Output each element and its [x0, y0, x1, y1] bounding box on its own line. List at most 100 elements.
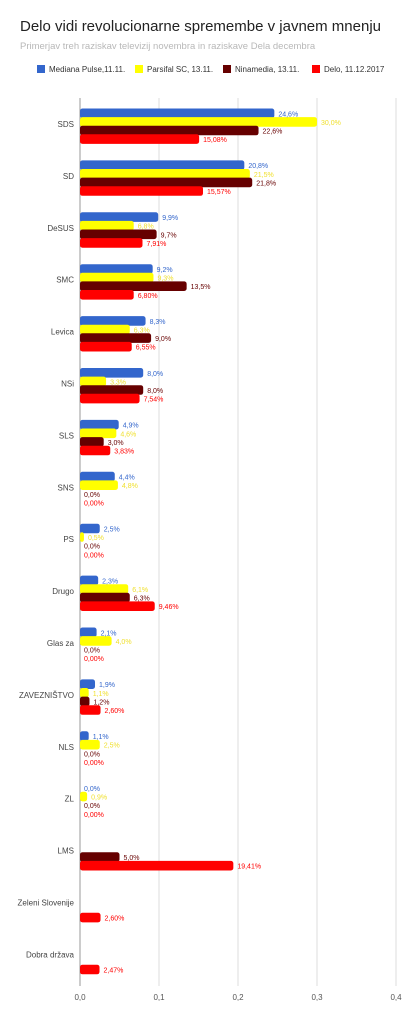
- bar-nsi-1[interactable]: [80, 376, 107, 387]
- bar-drugo-0[interactable]: [80, 575, 99, 586]
- bar-sls-3[interactable]: [80, 445, 111, 456]
- legend-label-delo: Delo, 11.12.2017: [324, 65, 385, 74]
- bar-nls-0[interactable]: [80, 731, 89, 741]
- bar-smc-3[interactable]: [80, 290, 134, 300]
- category-label-levica: Levica: [51, 328, 75, 337]
- bar-zl-1[interactable]: [80, 791, 88, 802]
- data-label-sns-2: 0,0%: [84, 492, 100, 499]
- data-label-drugo-1: 6,1%: [132, 587, 148, 594]
- data-label-nsi-3: 7,54%: [144, 397, 164, 404]
- bar-nsi-3[interactable]: [80, 393, 140, 404]
- bar-levica-3[interactable]: [80, 341, 132, 352]
- category-labels: SDS SD DeSUS SMC Levica NSi SLS SNS PS Drugo Glas …: [18, 120, 75, 959]
- bar-desus-1[interactable]: [80, 220, 134, 231]
- bar-levica-0[interactable]: [80, 316, 146, 326]
- data-label-lms-2: 5,0%: [124, 855, 140, 862]
- bar-sd-0[interactable]: [80, 160, 245, 170]
- data-label-sns-3: 0,00%: [84, 500, 104, 507]
- data-label-sns-1: 4,8%: [122, 483, 138, 490]
- bar-desus-2[interactable]: [80, 229, 157, 240]
- data-label-drugo-0: 2,3%: [102, 578, 118, 585]
- category-label-dobra-drzava: Dobra država: [26, 950, 75, 959]
- category-label-ps: PS: [63, 535, 74, 544]
- category-label-lms: LMS: [58, 847, 74, 856]
- bar-dobra-drzava-3[interactable]: [80, 964, 100, 975]
- bar-sds-0[interactable]: [80, 108, 275, 119]
- data-label-ps-1: 0,5%: [88, 535, 104, 542]
- data-label-nls-0: 1,1%: [93, 734, 109, 741]
- bar-lms-2[interactable]: [80, 852, 120, 862]
- data-label-sls-2: 3,0%: [108, 440, 124, 447]
- bar-zaveznistvo-0[interactable]: [80, 679, 96, 689]
- data-label-zl-2: 0,0%: [84, 803, 100, 810]
- data-label-desus-3: 7,91%: [146, 241, 166, 248]
- bar-smc-1[interactable]: [80, 272, 154, 283]
- bar-sns-1[interactable]: [80, 480, 118, 490]
- bar-zaveznistvo-2[interactable]: [80, 696, 90, 707]
- data-label-zaveznistvo-2: 1,2%: [93, 699, 109, 706]
- data-label-levica-3: 6,55%: [136, 345, 156, 352]
- bar-smc-2[interactable]: [80, 281, 187, 291]
- bar-sns-0[interactable]: [80, 471, 115, 482]
- bar-glas-za-1[interactable]: [80, 636, 112, 646]
- category-label-smc: SMC: [56, 276, 74, 285]
- x-tick-label: 0,0: [74, 993, 86, 1002]
- legend-item-mediana[interactable]: Mediana Pulse,11.11.: [37, 64, 125, 76]
- chart-subtitle: Primerjav treh raziskav televizij novemb…: [20, 41, 316, 52]
- data-label-drugo-3: 9,46%: [159, 604, 179, 611]
- legend-label-parsifal: Parsifal SC, 13.11.: [147, 65, 214, 74]
- legend-swatch-parsifal: [135, 65, 143, 73]
- bar-zeleni-slovenije-3[interactable]: [80, 912, 101, 923]
- bar-drugo-2[interactable]: [80, 592, 130, 603]
- data-label-ps-0: 2,5%: [104, 527, 120, 534]
- data-label-desus-1: 6,8%: [138, 224, 154, 231]
- bar-sls-0[interactable]: [80, 419, 119, 430]
- bar-nsi-2[interactable]: [80, 385, 144, 395]
- category-label-zeleni-slovenije: Zeleni Slovenije: [18, 899, 75, 908]
- category-label-glas-za: Glas za: [47, 639, 75, 648]
- data-label-sns-0: 4,4%: [119, 475, 135, 482]
- bar-drugo-1[interactable]: [80, 584, 129, 594]
- data-label-glas-za-1: 4,0%: [116, 639, 132, 646]
- chart-bars: [80, 108, 317, 975]
- bar-ps-0[interactable]: [80, 523, 100, 534]
- bar-sd-3[interactable]: [80, 186, 204, 196]
- legend-item-delo[interactable]: Delo, 11.12.2017: [312, 64, 384, 76]
- data-label-smc-2: 13,5%: [191, 284, 211, 291]
- bar-lms-3[interactable]: [80, 860, 234, 871]
- data-label-desus-0: 9,9%: [162, 215, 178, 222]
- bar-sd-1[interactable]: [80, 169, 250, 179]
- bar-nls-1[interactable]: [80, 739, 100, 750]
- bar-desus-3[interactable]: [80, 238, 143, 248]
- bar-sds-2[interactable]: [80, 125, 259, 136]
- data-label-sd-3: 15,57%: [207, 189, 231, 196]
- legend-item-ninamedia[interactable]: Ninamedia, 13.11.: [223, 64, 299, 76]
- bar-sd-2[interactable]: [80, 177, 253, 188]
- bar-nsi-0[interactable]: [80, 368, 144, 378]
- x-tick-label: 0,2: [232, 993, 244, 1002]
- legend-item-parsifal[interactable]: Parsifal SC, 13.11.: [135, 64, 213, 76]
- bar-ps-1[interactable]: [80, 532, 84, 542]
- bar-zaveznistvo-1[interactable]: [80, 688, 89, 698]
- bar-sls-1[interactable]: [80, 428, 117, 439]
- bar-sds-3[interactable]: [80, 134, 200, 144]
- data-label-zeleni-slovenije-3: 2,60%: [105, 916, 125, 923]
- data-label-sls-0: 4,9%: [123, 423, 139, 430]
- bar-sds-1[interactable]: [80, 117, 317, 127]
- data-label-sds-2: 22,6%: [263, 129, 283, 136]
- data-label-sls-3: 3,83%: [114, 449, 134, 456]
- bar-zaveznistvo-3[interactable]: [80, 705, 101, 715]
- bar-levica-2[interactable]: [80, 333, 152, 343]
- bar-sls-2[interactable]: [80, 437, 104, 447]
- chart-grid: [79, 98, 397, 986]
- data-label-nls-3: 0,00%: [84, 760, 104, 767]
- legend-swatch-mediana: [37, 65, 45, 73]
- bar-levica-1[interactable]: [80, 324, 130, 335]
- bar-glas-za-0[interactable]: [80, 627, 97, 638]
- bar-smc-0[interactable]: [80, 264, 153, 274]
- data-label-nls-1: 2,5%: [104, 743, 120, 750]
- bar-drugo-3[interactable]: [80, 601, 155, 611]
- bar-desus-0[interactable]: [80, 212, 159, 222]
- category-label-sns: SNS: [58, 483, 74, 492]
